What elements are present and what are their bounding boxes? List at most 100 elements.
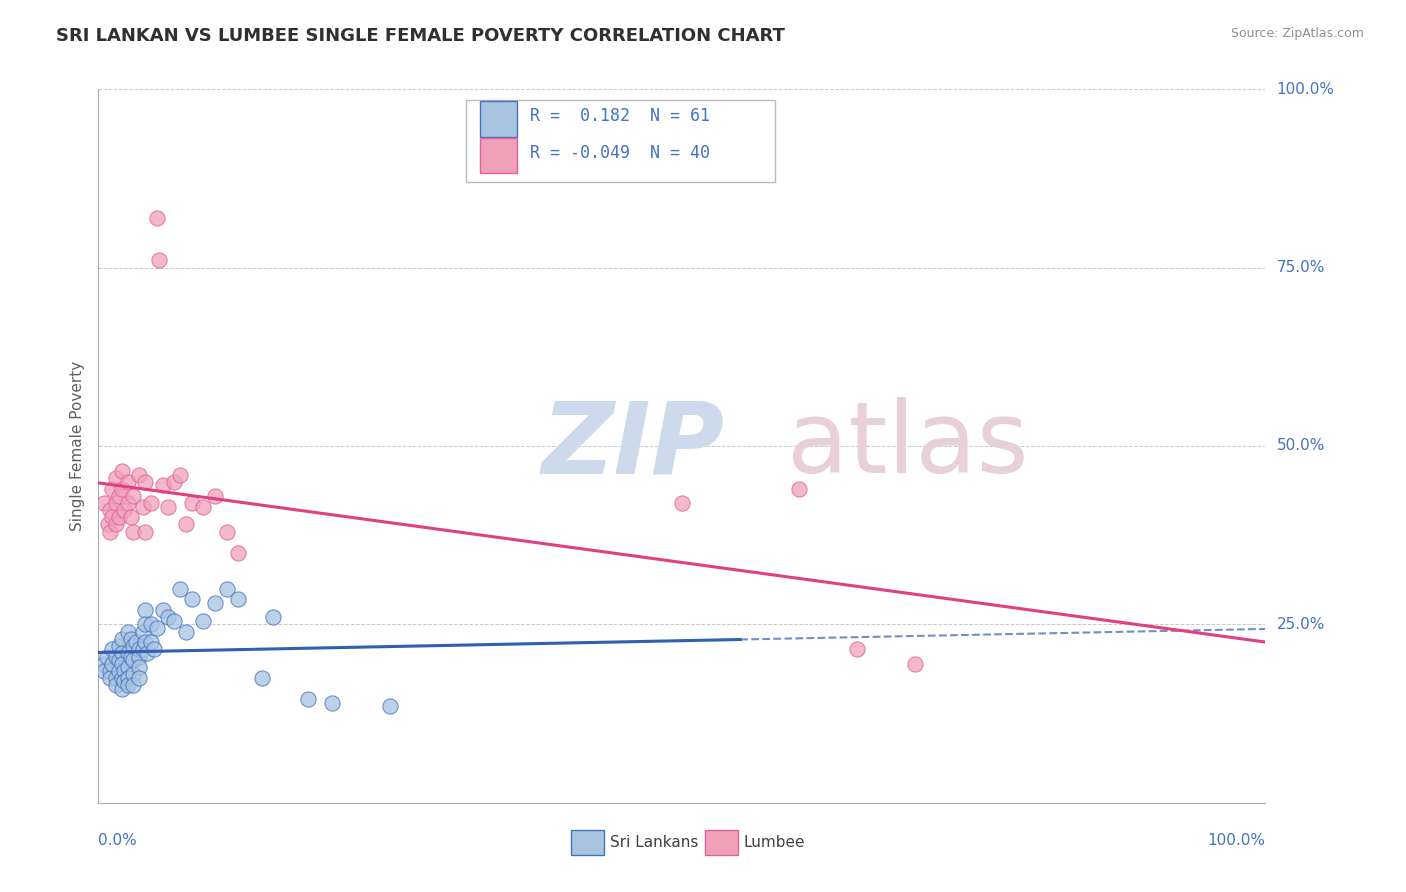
Point (104, 471, 127, 485)
Point (117, 496, 139, 510)
Point (98, 503, 121, 517)
Point (228, 592, 250, 607)
Point (120, 510, 142, 524)
Point (122, 639, 145, 653)
Point (193, 500, 215, 514)
Point (111, 657, 134, 671)
Point (104, 678, 127, 692)
Point (215, 582, 238, 596)
Y-axis label: Single Female Poverty: Single Female Poverty (69, 361, 84, 531)
Point (157, 500, 180, 514)
Point (132, 624, 155, 639)
Point (139, 635, 162, 649)
Point (117, 678, 139, 692)
Point (134, 524, 156, 539)
Text: R = -0.049  N = 40: R = -0.049 N = 40 (530, 145, 710, 162)
Point (108, 639, 131, 653)
Point (128, 467, 150, 482)
Point (146, 211, 169, 225)
Bar (706, 830, 738, 855)
Text: Lumbee: Lumbee (744, 835, 806, 850)
Point (120, 632, 142, 646)
Point (112, 664, 135, 678)
Point (96, 649, 118, 664)
Text: 25.0%: 25.0% (1277, 617, 1324, 632)
Point (111, 671, 134, 685)
Point (143, 642, 166, 657)
Point (128, 660, 150, 674)
Point (117, 646, 139, 660)
Point (108, 664, 131, 678)
Text: 75.0%: 75.0% (1277, 260, 1324, 275)
Point (104, 649, 127, 664)
Point (262, 610, 284, 624)
Point (122, 678, 145, 692)
Point (101, 482, 124, 496)
Point (111, 482, 134, 496)
Point (169, 467, 191, 482)
Point (787, 482, 810, 496)
Text: 50.0%: 50.0% (1277, 439, 1324, 453)
Point (104, 517, 127, 532)
Point (671, 496, 693, 510)
Point (117, 671, 139, 685)
Point (128, 649, 150, 664)
Point (134, 635, 156, 649)
FancyBboxPatch shape (465, 100, 775, 182)
Point (111, 681, 134, 696)
Text: R =  0.182  N = 61: R = 0.182 N = 61 (530, 107, 710, 125)
Point (111, 464, 134, 478)
Point (250, 671, 273, 685)
Point (117, 475, 139, 489)
Point (134, 475, 156, 489)
Point (93, 496, 115, 510)
Point (193, 614, 215, 628)
Point (180, 592, 202, 607)
Point (128, 671, 150, 685)
Point (101, 657, 124, 671)
Text: 0.0%: 0.0% (98, 833, 138, 848)
Text: SRI LANKAN VS LUMBEE SINGLE FEMALE POVERTY CORRELATION CHART: SRI LANKAN VS LUMBEE SINGLE FEMALE POVER… (56, 27, 785, 45)
Point (148, 253, 170, 268)
Point (108, 510, 131, 524)
Point (117, 660, 139, 674)
Point (321, 696, 343, 710)
Point (180, 496, 202, 510)
Point (111, 632, 134, 646)
Point (112, 503, 135, 517)
Point (98, 524, 121, 539)
Text: Sri Lankans: Sri Lankans (610, 835, 697, 850)
Point (93, 664, 115, 678)
Point (297, 692, 319, 706)
Point (101, 510, 124, 524)
Bar (479, 102, 517, 137)
Point (112, 674, 135, 689)
Point (163, 475, 186, 489)
Point (122, 524, 145, 539)
Point (128, 642, 150, 657)
Point (169, 582, 191, 596)
Bar (571, 830, 603, 855)
Text: 100.0%: 100.0% (1208, 833, 1265, 848)
Point (139, 496, 162, 510)
Point (152, 478, 174, 492)
Point (120, 649, 142, 664)
Point (117, 624, 139, 639)
Point (93, 657, 115, 671)
Point (904, 657, 927, 671)
Text: Source: ZipAtlas.com: Source: ZipAtlas.com (1230, 27, 1364, 40)
Point (101, 642, 124, 657)
Text: atlas: atlas (787, 398, 1029, 494)
Point (157, 610, 180, 624)
Point (125, 635, 148, 649)
Point (98, 671, 121, 685)
Point (846, 642, 869, 657)
Point (104, 496, 127, 510)
Point (108, 653, 131, 667)
Point (146, 621, 169, 635)
Point (132, 500, 155, 514)
Point (98, 664, 121, 678)
Point (163, 614, 186, 628)
Point (174, 517, 197, 532)
Bar (479, 137, 517, 173)
